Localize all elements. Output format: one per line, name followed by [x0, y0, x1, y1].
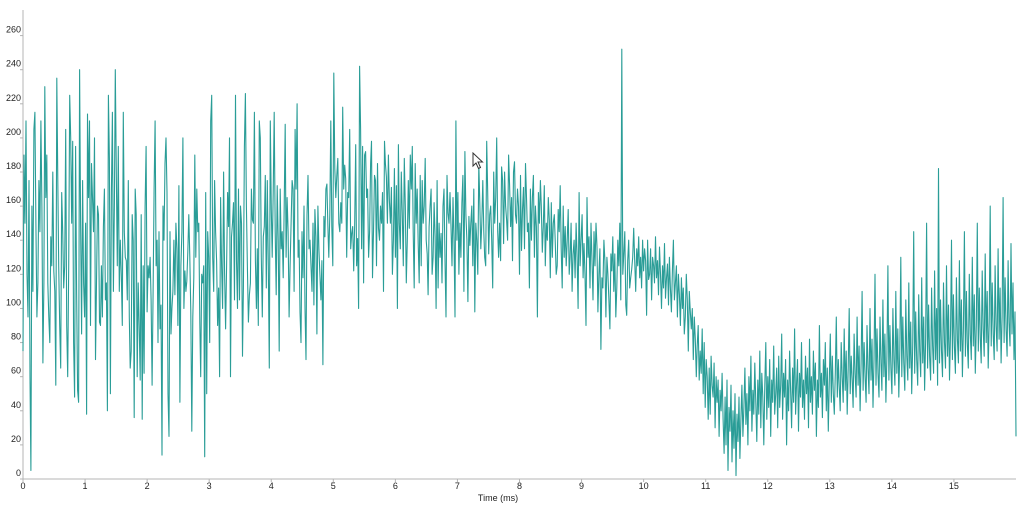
x-tick-label: 8 [517, 481, 522, 491]
x-tick-label: 5 [331, 481, 336, 491]
y-tick-label: 200 [6, 127, 21, 137]
x-axis-ticks: 0 1 2 3 4 5 6 7 8 9 10 11 12 13 14 15 [20, 479, 959, 491]
y-tick-label: 20 [11, 434, 21, 444]
x-tick-label: 2 [145, 481, 150, 491]
x-tick-label: 3 [207, 481, 212, 491]
y-tick-label: 0 [16, 468, 21, 478]
x-tick-label: 4 [269, 481, 274, 491]
y-tick-label: 180 [6, 161, 21, 171]
y-tick-label: 40 [11, 400, 21, 410]
y-axis-ticks: 0 20 40 60 80 100 120 140 160 180 200 220 240 260 [6, 25, 23, 480]
y-tick-label: 240 [6, 59, 21, 69]
y-tick-label: 140 [6, 229, 21, 239]
x-tick-label: 9 [579, 481, 584, 491]
y-tick-label: 120 [6, 263, 21, 273]
y-tick-label: 220 [6, 93, 21, 103]
x-tick-label: 13 [825, 481, 835, 491]
x-tick-label: 10 [639, 481, 649, 491]
series-line [22, 48, 1017, 477]
x-tick-label: 14 [887, 481, 897, 491]
x-tick-label: 1 [83, 481, 88, 491]
y-tick-label: 60 [11, 366, 21, 376]
x-tick-label: 12 [763, 481, 773, 491]
y-tick-label: 160 [6, 195, 21, 205]
x-tick-label: 6 [393, 481, 398, 491]
x-tick-label: 0 [20, 481, 25, 491]
y-tick-label: 100 [6, 297, 21, 307]
y-tick-label: 260 [6, 25, 21, 35]
mouse-cursor-icon [472, 152, 484, 170]
x-tick-label: 11 [701, 481, 710, 491]
x-tick-label: 15 [949, 481, 959, 491]
x-tick-label: 7 [455, 481, 460, 491]
x-axis-title: Time (ms) [478, 493, 518, 503]
y-tick-label: 80 [11, 332, 21, 342]
